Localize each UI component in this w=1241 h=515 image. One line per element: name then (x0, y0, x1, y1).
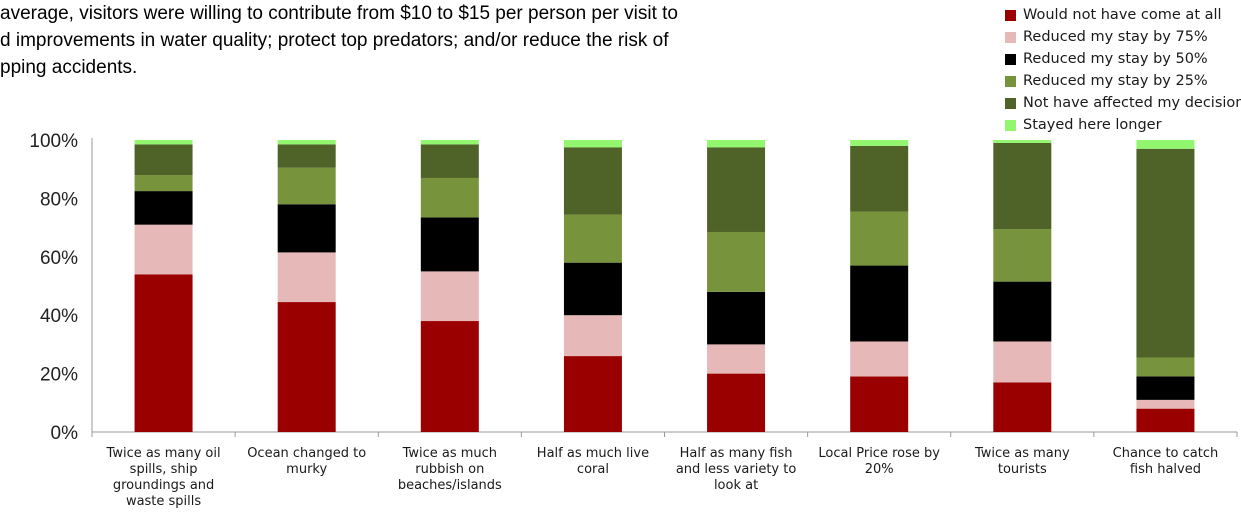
x-category-label: Half as many fish and less variety to look… (676, 446, 797, 493)
bar-segment (850, 140, 909, 146)
y-tick-label: 20% (40, 365, 78, 386)
bar-segment (134, 274, 193, 432)
bar-segment (277, 302, 336, 432)
bar-segment (563, 262, 622, 316)
bar-segment (134, 191, 193, 225)
body-text-line: average, visitors were willing to contri… (0, 3, 678, 24)
legend-swatch (1005, 31, 1016, 43)
bar-segment (993, 229, 1052, 282)
legend-swatch (1005, 9, 1016, 21)
legend-swatch (1005, 119, 1016, 131)
x-category-label: Twice as much rubbish on beaches/islands (398, 446, 502, 493)
bar-segment (134, 224, 193, 275)
legend-item: Stayed here longer (1005, 114, 1241, 136)
bar-segment (993, 140, 1052, 143)
bar-segment (563, 147, 622, 215)
x-category-label: Twice as many tourists (974, 446, 1070, 477)
legend-label: Stayed here longer (1023, 117, 1162, 133)
bar-segment (993, 281, 1052, 342)
bar-segment (707, 231, 766, 292)
bar-segment (993, 382, 1052, 432)
bar-segment (707, 373, 766, 432)
x-category-label: Local Price rose by 20% (818, 446, 940, 477)
bar-segment (277, 144, 336, 168)
legend-swatch (1005, 97, 1016, 109)
bar-segment (277, 167, 336, 205)
legend-swatch (1005, 75, 1016, 87)
bar-segment (850, 376, 909, 432)
x-category-label: Chance to catch fish halved (1113, 446, 1219, 477)
bar-segment (850, 341, 909, 377)
body-text-line: pping accidents. (0, 57, 138, 78)
bar-segment (1136, 140, 1195, 149)
y-tick-label: 60% (40, 248, 78, 269)
bar-segment (707, 344, 766, 374)
legend-swatch (1005, 53, 1016, 65)
y-tick-label: 40% (40, 306, 78, 327)
bar-segment (707, 291, 766, 345)
bar-segment (1136, 408, 1195, 432)
bar-segment (1136, 399, 1195, 409)
bar-segment (420, 217, 479, 272)
body-text: average, visitors were willing to contri… (0, 0, 920, 81)
legend-label: Reduced my stay by 25% (1023, 73, 1208, 89)
bar-segment (277, 204, 336, 253)
y-tick-label: 80% (40, 189, 78, 210)
bar-segment (993, 142, 1052, 230)
bar-segment (134, 140, 193, 145)
y-tick-label: 100% (29, 131, 78, 152)
bar-segment (563, 315, 622, 357)
bar-segment (277, 140, 336, 145)
bar-segment (420, 177, 479, 218)
bar-segment (420, 144, 479, 178)
bar-segment (420, 140, 479, 145)
bar-segment (420, 321, 479, 432)
legend-item: Reduced my stay by 25% (1005, 70, 1241, 92)
chart-legend: Would not have come at all Reduced my sta… (1005, 4, 1241, 136)
bar-segment (1136, 148, 1195, 358)
bar-segment (707, 140, 766, 148)
legend-label: Reduced my stay by 75% (1023, 29, 1208, 45)
legend-label: Reduced my stay by 50% (1023, 51, 1208, 67)
legend-label: Not have affected my decision (1023, 95, 1241, 111)
bar-segment (420, 271, 479, 322)
bar-segment (850, 265, 909, 342)
x-category-label: Half as much live coral (537, 446, 649, 477)
bar-segment (277, 252, 336, 303)
bar-segment (1136, 357, 1195, 377)
legend-label: Would not have come at all (1023, 7, 1222, 23)
bar-segment (134, 175, 193, 192)
bar-segment (563, 214, 622, 263)
bar-segment (563, 140, 622, 148)
legend-item: Would not have come at all (1005, 4, 1241, 26)
legend-item: Not have affected my decision (1005, 92, 1241, 114)
legend-item: Reduced my stay by 75% (1005, 26, 1241, 48)
y-tick-label: 0% (51, 423, 79, 444)
bar-segment (134, 144, 193, 176)
body-text-line: d improvements in water quality; protect… (0, 30, 669, 51)
bar-segment (707, 147, 766, 232)
bar-segment (850, 145, 909, 212)
x-category-label: Ocean changed to murky (247, 446, 366, 477)
x-category-label: Twice as many oil spills, ship groundings … (106, 446, 221, 509)
bar-segment (563, 356, 622, 432)
legend-item: Reduced my stay by 50% (1005, 48, 1241, 70)
bar-segment (850, 211, 909, 266)
bar-segment (1136, 376, 1195, 400)
bar-segment (993, 341, 1052, 383)
